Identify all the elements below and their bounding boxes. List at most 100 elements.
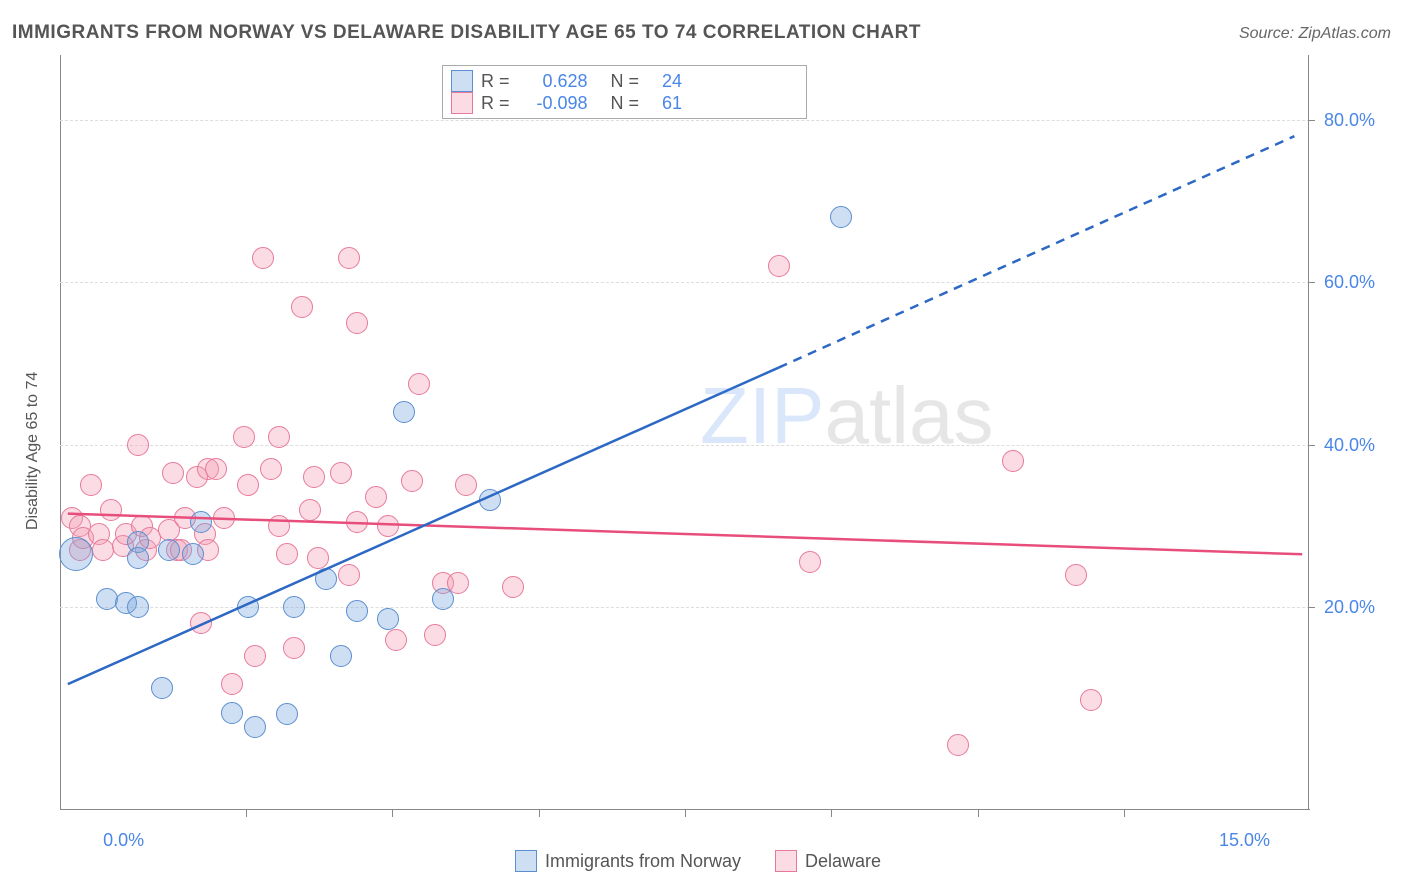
scatter-point [1065,564,1087,586]
y-tick-label: 80.0% [1324,110,1375,131]
scatter-point [432,588,454,610]
bottom-legend-blue: Immigrants from Norway [515,850,741,872]
y-tick-mark [1308,120,1315,121]
stats-n-blue: 24 [647,71,682,92]
stats-r-blue: 0.628 [518,71,588,92]
scatter-point [338,564,360,586]
x-tick-mark [392,810,393,817]
scatter-point [1080,689,1102,711]
scatter-point [768,255,790,277]
stats-r-pink: -0.098 [518,93,588,114]
stats-r-label: R = [481,71,510,92]
scatter-point [276,543,298,565]
scatter-point [237,596,259,618]
scatter-point [268,426,290,448]
legend-label-pink: Delaware [805,851,881,872]
scatter-point [830,206,852,228]
legend-swatch-pink [451,92,473,114]
scatter-point [151,677,173,699]
scatter-point [947,734,969,756]
x-tick-mark [685,810,686,817]
bottom-legend-pink: Delaware [775,850,881,872]
x-tick-mark [246,810,247,817]
scatter-point [268,515,290,537]
scatter-point [377,608,399,630]
stats-n-label: N = [596,93,640,114]
scatter-point [455,474,477,496]
scatter-point [127,596,149,618]
scatter-point [92,539,114,561]
scatter-point [221,702,243,724]
scatter-point [127,434,149,456]
scatter-point [799,551,821,573]
scatter-point [276,703,298,725]
legend-swatch-blue [451,70,473,92]
scatter-point [330,645,352,667]
scatter-point [291,296,313,318]
stats-row-blue: R = 0.628 N = 24 [451,70,798,92]
scatter-point [401,470,423,492]
scatter-point [190,511,212,533]
scatter-point [346,600,368,622]
legend-label-blue: Immigrants from Norway [545,851,741,872]
scatter-point [479,489,501,511]
scatter-point [100,499,122,521]
stats-r-label: R = [481,93,510,114]
scatter-point [303,466,325,488]
scatter-point [162,462,184,484]
y-tick-label: 20.0% [1324,597,1375,618]
scatter-point [244,645,266,667]
stats-row-pink: R = -0.098 N = 61 [451,92,798,114]
scatter-point [244,716,266,738]
scatter-point [237,474,259,496]
y-tick-mark [1308,282,1315,283]
scatter-point [1002,450,1024,472]
scatter-point [408,373,430,395]
scatter-point [307,547,329,569]
scatter-point [127,547,149,569]
scatter-point [205,458,227,480]
scatter-point [377,515,399,537]
scatter-point [385,629,407,651]
x-tick-mark [1124,810,1125,817]
x-tick-mark [978,810,979,817]
plot-area: 20.0% 40.0% 60.0% 80.0% 0.0% 15.0% [0,0,1406,892]
gridline [60,120,1310,121]
scatter-point [260,458,282,480]
gridline [60,282,1310,283]
stats-n-pink: 61 [647,93,682,114]
scatter-point [346,511,368,533]
scatter-point [283,596,305,618]
stats-n-label: N = [596,71,640,92]
scatter-point [393,401,415,423]
legend-swatch-pink [775,850,797,872]
x-tick-label: 0.0% [103,830,144,851]
scatter-point [252,247,274,269]
scatter-point [213,507,235,529]
scatter-point [365,486,387,508]
trend-line [0,0,1406,892]
scatter-point [233,426,255,448]
scatter-point [59,537,93,571]
scatter-point [80,474,102,496]
scatter-point [283,637,305,659]
y-tick-mark [1308,445,1315,446]
y-tick-label: 60.0% [1324,272,1375,293]
scatter-point [190,612,212,634]
y-tick-mark [1308,607,1315,608]
x-tick-mark [539,810,540,817]
scatter-point [221,673,243,695]
y-tick-label: 40.0% [1324,435,1375,456]
x-tick-label: 15.0% [1219,830,1270,851]
x-tick-mark [831,810,832,817]
scatter-point [424,624,446,646]
scatter-point [315,568,337,590]
scatter-point [182,543,204,565]
scatter-point [502,576,524,598]
scatter-point [330,462,352,484]
scatter-point [299,499,321,521]
correlation-stats-legend: R = 0.628 N = 24 R = -0.098 N = 61 [442,65,807,119]
scatter-point [346,312,368,334]
legend-swatch-blue [515,850,537,872]
trend-line [0,0,1406,892]
